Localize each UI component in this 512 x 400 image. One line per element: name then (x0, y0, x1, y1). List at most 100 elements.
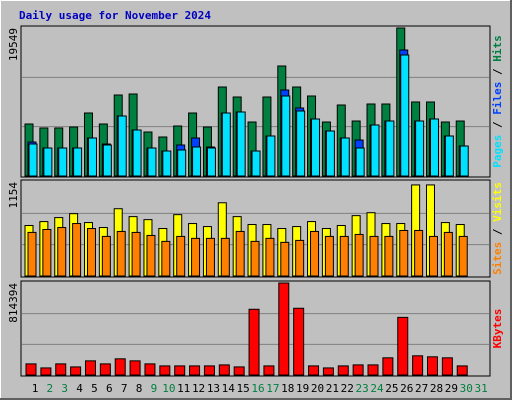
bar (205, 237, 215, 277)
chart-title: Daily usage for November 2024 (19, 9, 211, 22)
bar (384, 235, 394, 277)
legend: Pages / Files / Hits (491, 35, 504, 168)
x-tick-label: 6 (106, 382, 113, 395)
bar (322, 367, 334, 376)
y-tick-label: 814394 (7, 283, 20, 323)
bar (382, 357, 394, 376)
bar (102, 144, 112, 177)
bar (310, 230, 320, 277)
bar (72, 223, 82, 277)
legend: KBytes (491, 309, 504, 349)
bar (99, 363, 111, 376)
bar (456, 365, 468, 376)
bar (101, 235, 111, 277)
bar (337, 365, 349, 376)
x-tick-label: 10 (162, 382, 175, 395)
bar (236, 111, 246, 177)
bar (57, 227, 67, 277)
x-tick-label: 5 (91, 382, 98, 395)
bar (203, 365, 215, 376)
bar (84, 360, 96, 376)
bar (25, 363, 37, 376)
bar (325, 130, 335, 177)
bar (367, 364, 379, 376)
x-tick-label: 2 (47, 382, 54, 395)
legend-entry: Pages (491, 135, 504, 168)
x-tick-label: 21 (326, 382, 339, 395)
x-tick-label: 22 (341, 382, 354, 395)
x-tick-label: 30 (460, 382, 473, 395)
x-tick-label: 16 (251, 382, 264, 395)
bar (354, 233, 364, 277)
legend-entry: Hits (491, 35, 504, 62)
x-tick-label: 8 (136, 382, 143, 395)
x-tick-label: 17 (266, 382, 279, 395)
x-tick-label: 28 (430, 382, 443, 395)
bar (176, 235, 186, 277)
bar (40, 367, 52, 376)
bar (58, 147, 68, 177)
bar (189, 365, 201, 376)
legend-entry: Visits (491, 182, 504, 222)
x-tick-label: 11 (177, 382, 190, 395)
bar (426, 356, 438, 376)
legend-separator: / (491, 115, 504, 135)
x-tick-label: 29 (445, 382, 458, 395)
bar (117, 115, 127, 177)
x-tick-label: 19 (296, 382, 309, 395)
bar (281, 95, 291, 177)
bar (43, 147, 53, 177)
bar (397, 316, 409, 376)
bar (221, 112, 231, 177)
bar (220, 237, 230, 277)
x-tick-label: 14 (222, 382, 236, 395)
legend-entry: KBytes (491, 309, 504, 349)
bar (191, 237, 201, 277)
x-tick-label: 18 (281, 382, 294, 395)
x-tick-label: 23 (356, 382, 369, 395)
bar (86, 228, 96, 277)
bar (415, 120, 425, 177)
bar (218, 364, 230, 376)
bar (162, 150, 172, 177)
bar (70, 366, 82, 376)
bar (251, 150, 261, 177)
x-tick-label: 26 (400, 382, 413, 395)
bar (339, 235, 349, 277)
bar (369, 235, 379, 277)
bar (116, 230, 126, 277)
legend-separator: / (491, 222, 504, 242)
x-tick-label: 24 (370, 382, 384, 395)
bar (293, 307, 305, 376)
bar (248, 308, 260, 376)
bar (352, 364, 364, 376)
x-tick-label: 15 (237, 382, 250, 395)
bar (146, 234, 156, 277)
bar (428, 235, 438, 277)
bar (412, 355, 424, 376)
bar (443, 231, 453, 277)
bar (414, 229, 424, 277)
bar (459, 145, 469, 177)
bar (263, 365, 275, 376)
bar (87, 137, 97, 177)
bar (159, 365, 171, 376)
legend-entry: Files (491, 82, 504, 115)
x-tick-label: 13 (207, 382, 220, 395)
bar (192, 146, 202, 177)
bar (129, 360, 141, 376)
bar (308, 365, 320, 376)
legend: Sites / Visits (491, 182, 504, 275)
x-tick-label: 7 (121, 382, 128, 395)
bar (27, 231, 37, 277)
bar (265, 237, 275, 277)
bar (400, 54, 410, 177)
bar (280, 241, 290, 277)
bar (131, 231, 141, 277)
bar (144, 363, 156, 376)
bar (296, 110, 306, 177)
y-tick-label: 1154 (7, 182, 20, 209)
bar (73, 147, 83, 177)
bar (278, 282, 290, 376)
